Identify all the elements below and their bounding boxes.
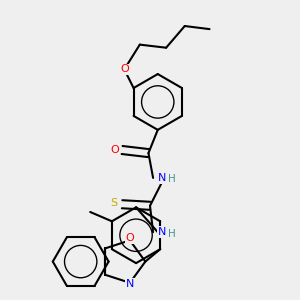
Text: O: O <box>125 233 134 243</box>
Text: O: O <box>120 64 129 74</box>
Text: H: H <box>168 174 176 184</box>
Text: O: O <box>110 145 119 155</box>
Text: S: S <box>110 198 117 208</box>
Text: N: N <box>158 227 166 237</box>
Text: N: N <box>126 279 134 290</box>
Text: N: N <box>158 173 166 183</box>
Text: H: H <box>168 229 176 239</box>
